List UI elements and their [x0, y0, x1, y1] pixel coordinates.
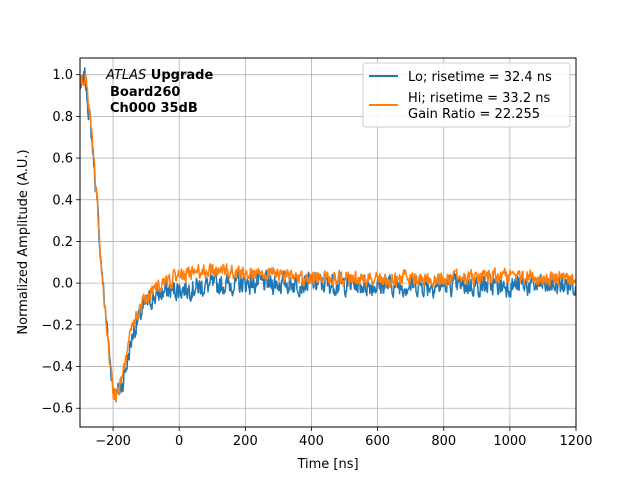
y-axis-label: Normalized Amplitude (A.U.): [16, 149, 31, 334]
legend-label-hi: Hi; risetime = 33.2 ns Gain Ratio = 22.2…: [408, 91, 554, 122]
atlas-annotation: ATLAS Upgrade Board260 Ch000 35dB: [105, 68, 213, 116]
y-tick-label: 0.0: [52, 277, 73, 292]
legend-label-hi-line-2: Gain Ratio = 22.255: [408, 107, 540, 122]
series-group: [80, 67, 576, 403]
x-axis-label: Time [ns]: [296, 457, 358, 472]
y-tick-label: 1.0: [52, 68, 73, 83]
x-tick-label: 400: [299, 434, 324, 449]
x-tick-label: 600: [365, 434, 390, 449]
x-tick-label: 200: [233, 434, 258, 449]
legend-box: [362, 62, 571, 128]
plot-frame: [79, 57, 577, 428]
annotation-line-3: Ch000 35dB: [110, 101, 198, 116]
x-tick-label: 1000: [493, 434, 526, 449]
legend-label-lo: Lo; risetime = 32.4 ns: [408, 70, 552, 85]
series-line-hi: [80, 73, 576, 403]
x-tick-label: 1200: [559, 434, 592, 449]
x-tick-label: 0: [175, 434, 183, 449]
annotation-upgrade: Upgrade: [146, 68, 213, 83]
y-tick-label: 0.4: [52, 193, 73, 208]
annotation-line-1: ATLAS Upgrade: [105, 68, 213, 83]
y-tick-label: −0.2: [41, 318, 73, 333]
y-tick-label: 0.8: [52, 110, 73, 125]
x-tick-label: −200: [95, 434, 131, 449]
legend: Lo; risetime = 32.4 ns Hi; risetime = 33…: [362, 62, 571, 128]
x-tick-label: 800: [431, 434, 456, 449]
annotation-line-2: Board260: [110, 85, 180, 100]
annotation-atlas: ATLAS: [105, 68, 146, 83]
axis-ticks: −200 0 200 400 600 800 1000 1200 −0.6 −0.4 −0.2 0.0…: [41, 68, 592, 449]
y-tick-label: 0.2: [52, 235, 73, 250]
y-tick-label: −0.6: [41, 402, 73, 417]
y-tick-label: 0.6: [52, 152, 73, 167]
y-tick-label: −0.4: [41, 360, 73, 375]
legend-label-hi-line-1: Hi; risetime = 33.2 ns: [408, 91, 550, 106]
